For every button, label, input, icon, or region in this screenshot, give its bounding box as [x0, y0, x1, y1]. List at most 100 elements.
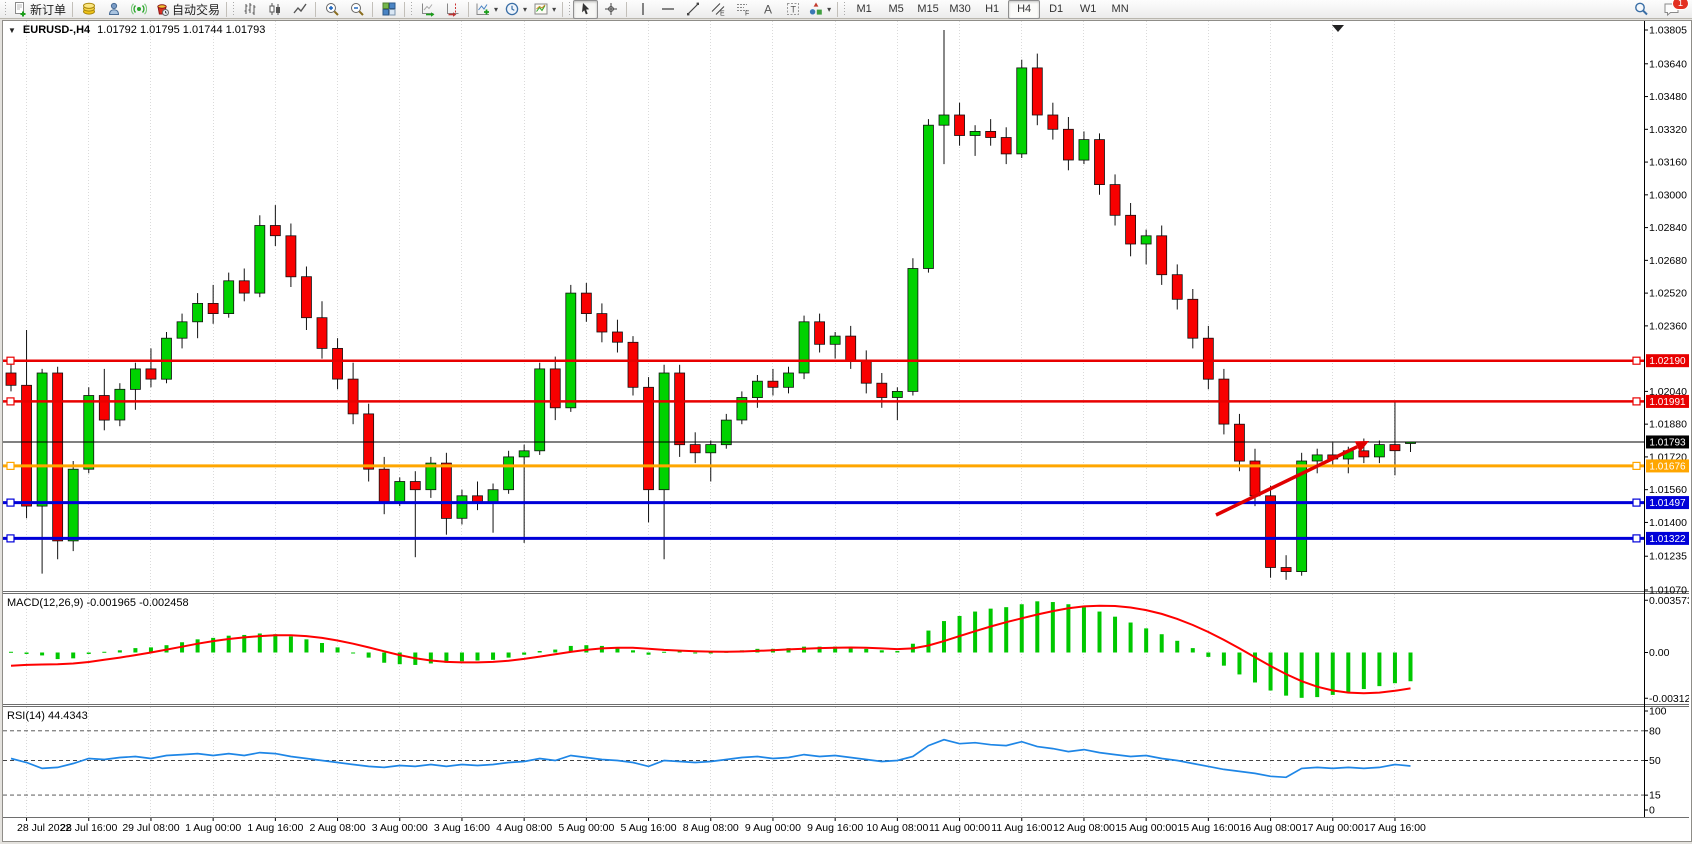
signal-button[interactable] — [126, 0, 151, 19]
candle — [254, 225, 266, 294]
candle — [954, 114, 965, 136]
search-button[interactable] — [1628, 0, 1653, 19]
chart-window: 1.03805 1.03640 1.03480 1.03320 1.03160 1.030… — [2, 20, 1692, 842]
candle — [534, 368, 546, 452]
horizontal-line-button[interactable] — [655, 0, 680, 19]
candle — [876, 382, 888, 398]
price-tick-label: 1.03160 — [1649, 157, 1687, 169]
timeframe-button-W1[interactable]: W1 — [1079, 3, 1097, 15]
price-axis[interactable]: 1.03805 1.03640 1.03480 1.03320 1.03160 1.030… — [1644, 21, 1692, 817]
chart-canvas[interactable]: 1.03805 1.03640 1.03480 1.03320 1.03160 1.030… — [3, 21, 1692, 839]
separator — [315, 1, 317, 17]
bar-chart-icon — [242, 1, 258, 17]
price-tick-label: 1.03805 — [1649, 25, 1687, 37]
candle — [238, 280, 250, 294]
chart-shift-button[interactable] — [440, 0, 465, 19]
new-order-button[interactable]: 新订单 — [9, 0, 69, 19]
toolbar-grip[interactable] — [232, 2, 236, 16]
candle — [130, 368, 141, 390]
market-watch-button[interactable] — [76, 0, 101, 19]
zoom-in-button[interactable] — [319, 0, 344, 19]
price-tick-label: 1.03480 — [1649, 91, 1687, 103]
cursor-button[interactable] — [573, 0, 599, 19]
toolbar-grip[interactable] — [4, 2, 7, 16]
time-tick-label: 16 Aug 08:00 — [1240, 822, 1302, 834]
chevron-down-icon: ▾ — [494, 4, 499, 14]
candle — [736, 397, 748, 421]
timeframe-button-M5[interactable]: M5 — [888, 3, 904, 15]
timeframe-button-M1[interactable]: M1 — [856, 3, 872, 15]
time-tick-label: 17 Aug 00:00 — [1302, 822, 1364, 834]
separator — [626, 1, 628, 17]
indicators-button[interactable]: ▾ — [472, 0, 501, 19]
svg-text:T: T — [790, 5, 796, 15]
auto-trading-button[interactable]: 自动交易 — [151, 0, 223, 19]
zoom-in-icon — [324, 1, 340, 17]
timeframe-button-MN[interactable]: MN — [1111, 3, 1129, 15]
hline-1.01676[interactable] — [3, 461, 1644, 470]
chevron-down-icon: ▾ — [523, 4, 528, 14]
macd-scale-label: 0.003573 — [1649, 595, 1689, 607]
notifications-button[interactable]: 1 — [1659, 0, 1689, 19]
timeframe-button-M15[interactable]: M15 — [917, 3, 939, 15]
separator — [372, 1, 374, 17]
candle — [1234, 423, 1245, 462]
candle — [1094, 139, 1105, 185]
vertical-line-button[interactable] — [630, 0, 655, 19]
zoom-out-button[interactable] — [344, 0, 369, 19]
candle — [52, 372, 64, 542]
time-tick-label: 28 Jul 16:00 — [60, 822, 117, 834]
price-tick-label: 1.02840 — [1649, 222, 1687, 234]
chart-shift-marker[interactable] — [1332, 25, 1344, 32]
toolbar-grip[interactable] — [843, 2, 847, 16]
crosshair-button[interactable] — [598, 0, 623, 19]
candlestick-chart-button[interactable] — [262, 0, 287, 19]
trendline-button[interactable] — [680, 0, 705, 19]
equidistant-channel-button[interactable]: E — [705, 0, 730, 19]
candle — [1125, 214, 1136, 245]
hline-1.02190[interactable] — [3, 356, 1644, 365]
line-handle — [1632, 534, 1641, 543]
trend-arrow[interactable] — [1215, 441, 1369, 517]
toolbar-grip[interactable] — [410, 2, 414, 16]
timeframe-button-H4[interactable]: H4 — [1008, 0, 1041, 19]
timeframe-button-H1[interactable]: H1 — [985, 3, 1000, 15]
bar-chart-button[interactable] — [237, 0, 262, 19]
line-chart-button[interactable] — [287, 0, 312, 19]
candle — [378, 468, 390, 503]
candle — [285, 235, 297, 278]
auto-trading-icon — [154, 1, 170, 17]
shapes-icon — [808, 1, 824, 17]
candlestick-chart-icon — [267, 1, 283, 17]
text-button[interactable]: A — [755, 0, 780, 19]
templates-button[interactable]: ▾ — [530, 0, 559, 19]
time-tick-label: 15 Aug 16:00 — [1177, 822, 1239, 834]
hline-1.01322[interactable] — [3, 534, 1644, 543]
timeframe-button-D1[interactable]: D1 — [1049, 3, 1064, 15]
price-tick-label: 1.03000 — [1649, 189, 1687, 201]
auto-scroll-button[interactable] — [415, 0, 440, 19]
candle — [814, 321, 825, 345]
price-tick-label: 1.03320 — [1649, 124, 1687, 136]
toolbar-grip[interactable] — [568, 2, 572, 16]
fibonacci-button[interactable]: F — [730, 0, 755, 19]
arrows-button[interactable]: ▾ — [805, 0, 834, 19]
candle — [689, 444, 701, 454]
hline-1.01991[interactable] — [3, 397, 1644, 406]
time-tick-label: 5 Aug 16:00 — [621, 822, 677, 834]
svg-text:F: F — [745, 11, 749, 18]
navigator-button[interactable] — [101, 0, 126, 19]
text-label-button[interactable]: T — [780, 0, 805, 19]
line-handle — [1632, 397, 1641, 406]
svg-text:1.01676: 1.01676 — [1649, 461, 1686, 472]
line-handle — [6, 397, 15, 406]
symbol-dropdown-icon[interactable]: ▼ — [8, 25, 16, 35]
tile-windows-button[interactable] — [376, 0, 401, 19]
rsi-scale-label: 0 — [1649, 805, 1655, 817]
candle — [907, 268, 919, 392]
candle — [923, 124, 934, 269]
hline-1.01497[interactable] — [3, 498, 1644, 507]
periods-button[interactable]: ▾ — [501, 0, 530, 19]
timeframe-button-M30[interactable]: M30 — [949, 3, 971, 15]
